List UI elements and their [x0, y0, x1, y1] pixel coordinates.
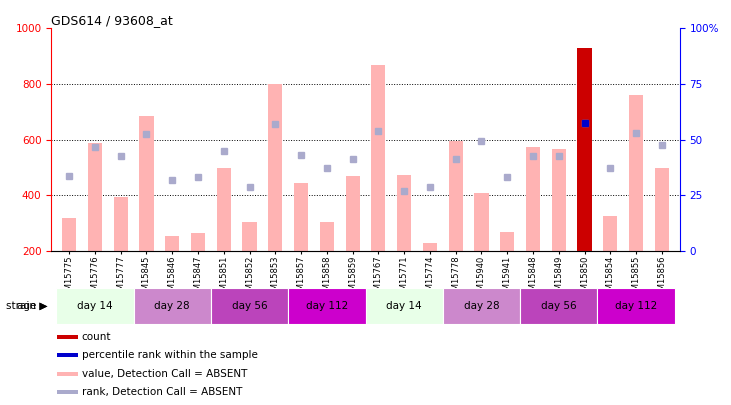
- Bar: [62, 217, 76, 251]
- Bar: [629, 95, 643, 251]
- Bar: [319, 222, 334, 251]
- Bar: [366, 288, 675, 324]
- Bar: [552, 149, 566, 251]
- Text: day 112: day 112: [306, 301, 348, 311]
- Text: value, Detection Call = ABSENT: value, Detection Call = ABSENT: [82, 369, 247, 379]
- Bar: [243, 222, 257, 251]
- Bar: [449, 141, 463, 251]
- Bar: [366, 288, 443, 324]
- Bar: [597, 288, 675, 324]
- Bar: [140, 116, 154, 251]
- Bar: [58, 353, 78, 357]
- Bar: [58, 335, 78, 339]
- Bar: [134, 288, 211, 324]
- Text: strain ▶: strain ▶: [7, 301, 48, 311]
- Text: count: count: [82, 332, 111, 342]
- Bar: [346, 176, 360, 251]
- Bar: [268, 84, 282, 251]
- Bar: [56, 288, 134, 324]
- Bar: [443, 288, 520, 324]
- Text: day 14: day 14: [387, 301, 422, 311]
- Bar: [211, 288, 288, 324]
- Text: day 112: day 112: [615, 301, 657, 311]
- Bar: [216, 168, 231, 251]
- Text: day 28: day 28: [154, 301, 190, 311]
- Text: GDS614 / 93608_at: GDS614 / 93608_at: [51, 14, 173, 27]
- Bar: [88, 143, 102, 251]
- Bar: [58, 371, 78, 375]
- Bar: [474, 193, 488, 251]
- Bar: [423, 243, 437, 251]
- Bar: [165, 236, 179, 251]
- Bar: [58, 390, 78, 394]
- Text: percentile rank within the sample: percentile rank within the sample: [82, 350, 257, 360]
- Bar: [655, 168, 669, 251]
- Bar: [500, 232, 515, 251]
- Bar: [520, 288, 597, 324]
- Bar: [577, 48, 591, 251]
- Text: day 14: day 14: [77, 301, 113, 311]
- Bar: [294, 183, 308, 251]
- Text: rank, Detection Call = ABSENT: rank, Detection Call = ABSENT: [82, 387, 242, 397]
- Text: day 28: day 28: [463, 301, 499, 311]
- Text: day 56: day 56: [541, 301, 577, 311]
- Bar: [397, 175, 412, 251]
- Bar: [603, 216, 618, 251]
- Text: mdx: mdx: [198, 299, 224, 312]
- Bar: [288, 288, 366, 324]
- Text: wild type: wild type: [493, 299, 547, 312]
- Bar: [191, 233, 205, 251]
- Bar: [371, 64, 385, 251]
- Text: age ▶: age ▶: [17, 301, 48, 311]
- Bar: [526, 147, 540, 251]
- Bar: [113, 197, 128, 251]
- Text: day 56: day 56: [232, 301, 268, 311]
- Bar: [56, 288, 365, 324]
